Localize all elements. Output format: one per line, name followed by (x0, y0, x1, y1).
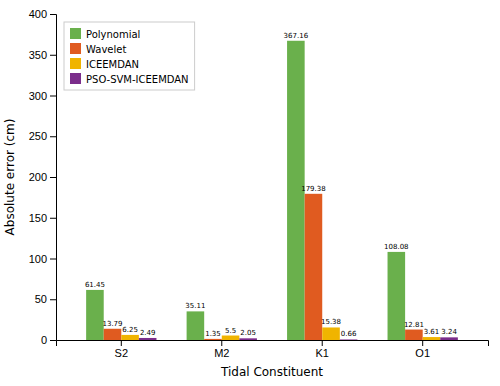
y-tick-mark (50, 218, 56, 219)
y-tick: 0 (41, 334, 56, 346)
x-tick: S2 (115, 340, 128, 359)
data-label: 35.11 (185, 302, 205, 310)
y-tick-label: 300 (29, 90, 47, 102)
legend-label: Wavelet (86, 44, 126, 55)
chart: S2 M2 K1 O1 0 50 100 150 200 250 300 350 400 61.45 35.… (0, 0, 500, 386)
x-tick: M2 (214, 340, 229, 359)
y-axis-line (50, 15, 57, 341)
bar (104, 329, 122, 340)
legend: Polynomial Wavelet ICEEMDAN PSO-SVM-ICEEMDA… (64, 22, 195, 90)
y-tick: 400 (29, 8, 56, 20)
y-tick-mark (50, 177, 56, 178)
data-label: 3.24 (441, 328, 457, 336)
y-tick-mark (50, 55, 56, 56)
legend-label: Polynomial (86, 29, 140, 40)
y-tick-mark (50, 96, 56, 97)
legend-label: ICEEMDAN (86, 59, 139, 70)
data-label: 179.38 (301, 185, 326, 193)
x-tick-label: K1 (315, 347, 328, 359)
data-label: 61.45 (85, 281, 105, 289)
bar (405, 330, 423, 340)
x-tick-label: M2 (214, 347, 229, 359)
bar (239, 338, 257, 340)
x-tick-label: S2 (115, 347, 128, 359)
y-tick: 200 (29, 171, 56, 183)
y-tick-mark (50, 136, 56, 137)
data-label: 1.35 (205, 330, 221, 338)
x-tick: O1 (415, 340, 430, 359)
y-tick-label: 250 (29, 130, 47, 142)
y-axis: 0 50 100 150 200 250 300 350 400 (29, 8, 57, 346)
y-tick-mark (50, 14, 56, 15)
bar (139, 338, 157, 340)
legend-swatch (70, 43, 81, 54)
data-label: 108.08 (384, 243, 409, 251)
y-tick-mark (50, 299, 56, 300)
y-tick: 100 (29, 253, 56, 265)
x-axis-line (57, 341, 489, 347)
x-axis-title: Tidal Constituent (220, 365, 323, 379)
y-tick-label: 50 (35, 293, 47, 305)
data-label: 2.49 (140, 329, 156, 337)
x-tick-mark (221, 340, 222, 346)
y-tick-label: 350 (29, 49, 47, 61)
legend-frame (64, 22, 195, 90)
bar (440, 337, 458, 340)
plot: S2 M2 K1 O1 0 50 100 150 200 250 300 350 400 61.45 35.… (29, 8, 489, 359)
y-tick: 150 (29, 212, 56, 224)
bar (340, 339, 358, 340)
bar (222, 336, 240, 340)
data-labels: 61.45 35.11 367.16 108.08 13.79 1.35 179.38 12.… (85, 32, 457, 339)
x-tick-label: O1 (415, 347, 430, 359)
data-label: 12.81 (404, 321, 424, 329)
y-tick-label: 0 (41, 334, 47, 346)
x-tick-mark (121, 340, 122, 346)
data-label: 3.61 (424, 328, 440, 336)
bar (322, 327, 340, 340)
y-tick-label: 400 (29, 8, 47, 20)
data-label: 15.38 (321, 318, 341, 326)
legend-item: Wavelet (70, 43, 126, 55)
x-tick: K1 (315, 340, 328, 359)
x-axis: S2 M2 K1 O1 (57, 340, 489, 359)
legend-swatch (70, 73, 81, 84)
bar (86, 290, 104, 340)
y-tick-mark (50, 259, 56, 260)
y-axis-title: Absolute error (cm) (3, 119, 17, 236)
x-tick-mark (322, 340, 323, 346)
legend-label: PSO-SVM-ICEEMDAN (86, 74, 189, 85)
y-tick-label: 150 (29, 212, 47, 224)
y-tick-label: 200 (29, 171, 47, 183)
y-tick-mark (50, 340, 56, 341)
y-tick: 300 (29, 90, 56, 102)
legend-item: PSO-SVM-ICEEMDAN (70, 73, 189, 85)
bar (204, 339, 222, 340)
legend-item: ICEEMDAN (70, 58, 139, 70)
data-label: 2.05 (240, 329, 256, 337)
data-label: 5.5 (225, 327, 236, 335)
legend-swatch (70, 58, 81, 69)
legend-swatch (70, 28, 81, 39)
y-tick: 50 (35, 293, 56, 305)
bar (121, 335, 139, 340)
bar (423, 337, 441, 340)
data-label: 13.79 (102, 320, 122, 328)
data-label: 0.66 (341, 330, 357, 338)
data-label: 6.25 (122, 326, 138, 334)
bar (305, 194, 323, 340)
bar (187, 311, 205, 340)
y-tick: 350 (29, 49, 56, 61)
x-tick-mark (422, 340, 423, 346)
bar (388, 252, 406, 340)
y-tick-label: 100 (29, 253, 47, 265)
y-tick: 250 (29, 130, 56, 142)
legend-item: Polynomial (70, 28, 140, 40)
data-label: 367.16 (284, 32, 309, 40)
